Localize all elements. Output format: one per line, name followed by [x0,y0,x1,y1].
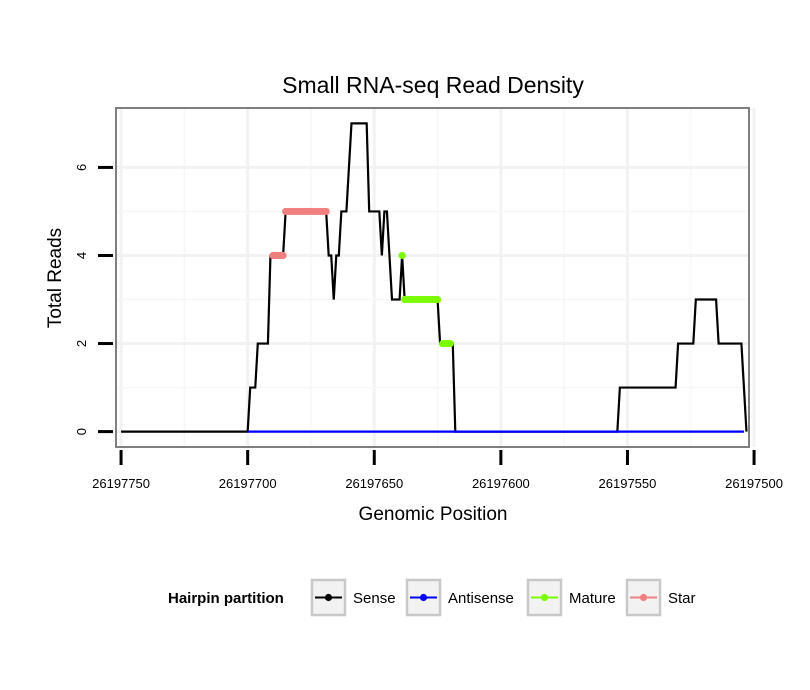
legend-label-antisense: Antisense [448,590,514,607]
data-point-mature [398,251,406,260]
panel-border [115,107,750,448]
legend: Hairpin partition Sense Antisense Mature St… [168,578,696,617]
legend-point-star [639,593,648,602]
panel-background [116,108,749,447]
series-sense [121,122,748,433]
x-axis: 26197750 26197700 26197650 26197600 26197550… [92,450,783,491]
data-point-mature [446,339,454,348]
x-tick-label: 26197650 [345,476,403,491]
x-tick-label: 26197550 [599,476,657,491]
legend-point-antisense [419,593,428,602]
y-tick-label: 4 [74,252,89,259]
y-tick-label: 0 [74,428,89,435]
data-point-star [279,251,287,260]
series-layer [121,122,748,433]
legend-title: Hairpin partition [168,590,284,607]
legend-label-sense: Sense [353,590,396,607]
x-axis-title: Genomic Position [359,504,508,525]
data-point-star [322,207,330,216]
series-line-sense [121,122,748,433]
x-tick-label: 26197500 [725,476,783,491]
y-axis-title: Total Reads [45,228,66,328]
legend-point-mature [540,593,549,602]
y-axis: 0 2 4 6 [74,164,113,435]
y-tick-label: 2 [74,340,89,347]
legend-point-sense [324,593,333,602]
chart-title: Small RNA-seq Read Density [282,72,584,98]
series-mature [398,251,454,348]
legend-label-mature: Mature [569,590,616,607]
y-tick-label: 6 [74,164,89,171]
x-tick-label: 26197750 [92,476,150,491]
plot-panel [115,107,756,448]
legend-label-star: Star [668,590,696,607]
x-tick-label: 26197600 [472,476,530,491]
x-tick-label: 26197700 [219,476,277,491]
series-star [269,207,330,260]
data-point-mature [433,295,442,304]
